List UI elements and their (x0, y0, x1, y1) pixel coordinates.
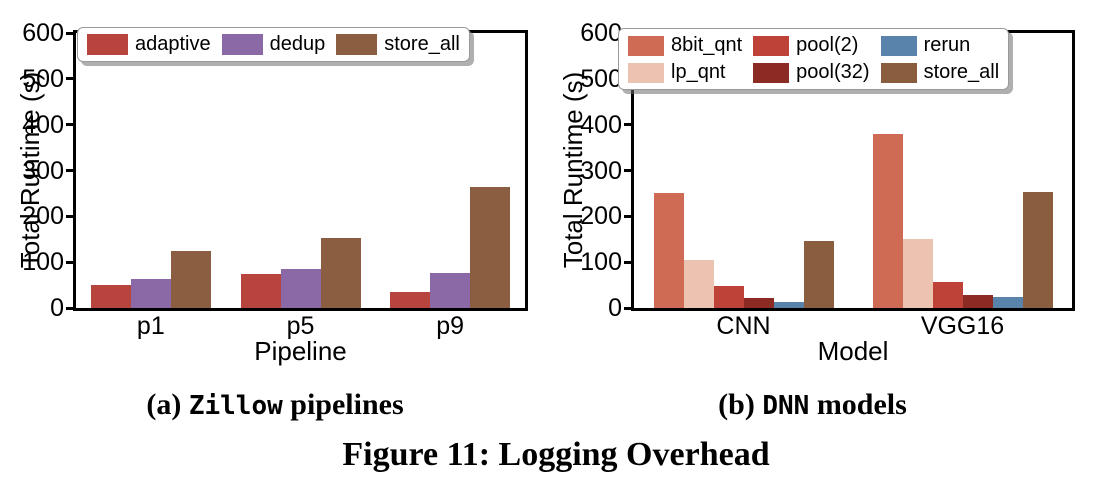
legend-swatch-8bit_qnt (628, 35, 664, 56)
y-tick-mark (624, 123, 631, 127)
y-tick-label: 0 (608, 294, 622, 322)
bar-dedup-p9 (430, 272, 471, 308)
bar-pool(32)-VGG16 (962, 295, 993, 308)
legend-swatch-rerun (880, 35, 917, 56)
bar-lp_qnt-CNN (683, 259, 714, 308)
legend-item-dedup: dedup (221, 33, 326, 56)
figure-caption: Figure 11: Logging Overhead (342, 436, 770, 473)
y-tick-label: 600 (22, 19, 64, 47)
legend-swatch-lp_qnt (628, 62, 664, 83)
legend-item-store_all: store_all (336, 33, 460, 56)
legend-label-pool(32): pool(32) (796, 61, 870, 83)
bar-pool(2)-VGG16 (932, 282, 963, 308)
legend-label-lp_qnt: lp_qnt (671, 61, 726, 83)
bar-dedup-p1 (130, 278, 171, 308)
bar-rerun-CNN (773, 302, 804, 308)
y-tick-label: 400 (580, 110, 622, 139)
legend-item-pool(32): pool(32) (753, 61, 870, 84)
chart-zillow-pipelines: 0 100 200 300 400 500 600 Total Runtime (s) p1 p5… (0, 0, 556, 382)
plot-area (73, 30, 528, 311)
y-tick-mark (66, 169, 73, 172)
subcaption-a-prefix: (a) (146, 388, 182, 421)
y-tick-label: 400 (22, 110, 64, 139)
legend-label-store_all: store_all (923, 61, 1000, 83)
legend-item-adaptive: adaptive (87, 33, 211, 56)
legend-label-store_all: store_all (384, 33, 460, 55)
subcaption-b-rest: models (816, 388, 907, 421)
y-tick-mark (66, 77, 73, 81)
subcaption-b: (b) DNN models (640, 386, 985, 425)
y-tick-mark (66, 123, 73, 127)
legend-swatch-adaptive (87, 34, 128, 55)
y-tick-mark (66, 31, 73, 35)
y-tick-mark (66, 214, 73, 218)
bar-adaptive-p9 (390, 291, 431, 308)
bar-8bit_qnt-VGG16 (872, 133, 903, 308)
y-tick-mark (624, 214, 631, 218)
y-tick-mark (66, 306, 73, 310)
legend-label-8bit_qnt: 8bit_qnt (671, 34, 743, 56)
bar-store_all-p1 (170, 251, 211, 308)
bar-adaptive-p1 (90, 285, 131, 308)
y-tick-label: 200 (22, 202, 64, 231)
legend-swatch-pool(2) (753, 35, 790, 56)
y-tick-mark (624, 169, 631, 172)
legend-swatch-store_all (336, 34, 378, 55)
bar-adaptive-p5 (240, 274, 281, 308)
subcaption-a-mono: Zillow (188, 391, 283, 421)
legend-item-store_all: store_all (880, 61, 1000, 84)
x-tick-label-CNN: CNN (716, 312, 771, 340)
x-tick-label-p9: p9 (436, 312, 465, 340)
bar-8bit_qnt-CNN (653, 192, 684, 308)
y-tick-label: 100 (22, 248, 64, 277)
subcaption-b-mono: DNN (762, 391, 810, 421)
y-axis-label: Total Runtime (s) (558, 71, 588, 269)
y-tick-label: 200 (580, 202, 622, 231)
legend: 8bit_qnt lp_qnt pool(2) pool(32) rerun store_… (618, 28, 1010, 90)
bar-rerun-VGG16 (992, 296, 1023, 308)
y-tick-label: 500 (580, 64, 622, 93)
subcaption-a: (a) Zillow pipelines (40, 386, 510, 425)
y-tick-mark (624, 306, 631, 310)
bar-lp_qnt-VGG16 (902, 238, 933, 308)
legend-item-pool(2): pool(2) (753, 34, 869, 57)
legend-label-adaptive: adaptive (135, 33, 211, 55)
legend-item-rerun: rerun (880, 34, 1000, 57)
legend-swatch-store_all (880, 62, 917, 83)
bar-dedup-p5 (280, 268, 321, 308)
y-tick-label: 100 (580, 248, 622, 277)
legend-label-pool(2): pool(2) (796, 34, 859, 56)
legend-swatch-pool(32) (753, 62, 790, 83)
x-tick-label-p1: p1 (136, 312, 165, 340)
y-tick-label: 300 (22, 156, 64, 185)
bar-store_all-VGG16 (1022, 191, 1053, 308)
y-tick-label: 300 (580, 156, 622, 185)
legend: adaptive dedup store_all (77, 27, 470, 62)
y-axis-label: Total Runtime (s) (15, 71, 45, 269)
bar-store_all-CNN (803, 240, 834, 308)
y-tick-label: 500 (22, 64, 64, 93)
y-tick-mark (624, 260, 631, 264)
bar-pool(32)-CNN (743, 298, 774, 308)
subcaption-a-rest: pipelines (290, 388, 404, 421)
x-tick-label-VGG16: VGG16 (920, 312, 1005, 340)
subcaption-b-prefix: (b) (718, 388, 755, 421)
legend-swatch-dedup (221, 34, 263, 55)
y-tick-label: 600 (580, 19, 622, 47)
x-tick-label-p5: p5 (286, 312, 315, 340)
chart-dnn-models: 0 100 200 300 400 500 600 Total Runtime (s) CNN V… (556, 0, 1112, 382)
legend-item-lp_qnt: lp_qnt (628, 61, 742, 84)
legend-item-8bit_qnt: 8bit_qnt (628, 34, 742, 57)
y-tick-mark (66, 260, 73, 264)
x-axis-label: Pipeline (254, 336, 347, 366)
legend-label-rerun: rerun (923, 34, 971, 56)
x-axis-label: Model (817, 336, 889, 366)
y-tick-label: 0 (50, 294, 64, 322)
legend-label-dedup: dedup (269, 33, 326, 55)
bar-store_all-p9 (470, 186, 511, 308)
bar-pool(2)-CNN (713, 286, 744, 308)
bar-store_all-p5 (320, 237, 361, 308)
